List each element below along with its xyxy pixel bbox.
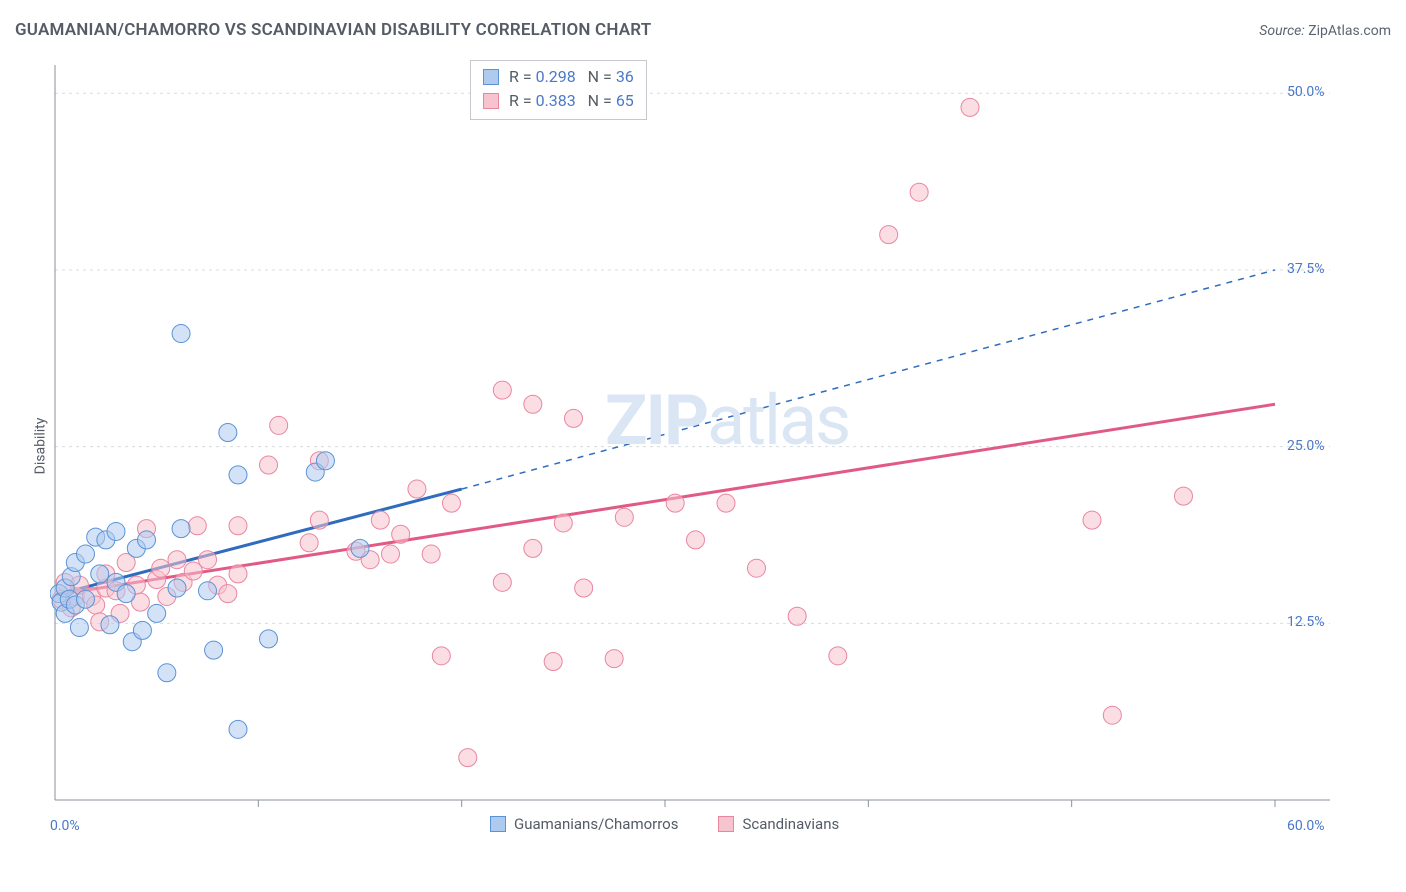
legend-label: Guamanians/Chamorros xyxy=(514,815,678,833)
scatter-point-pink xyxy=(666,494,684,512)
scatter-point-blue xyxy=(260,630,278,648)
scatter-point-blue xyxy=(107,522,125,540)
scatter-point-pink xyxy=(687,531,705,549)
scatter-point-pink xyxy=(260,456,278,474)
scatter-point-pink xyxy=(748,559,766,577)
scatter-point-blue xyxy=(158,664,176,682)
scatter-point-pink xyxy=(371,511,389,529)
scatter-point-pink xyxy=(524,539,542,557)
scatter-point-pink xyxy=(829,647,847,665)
x-tick-left: 0.0% xyxy=(50,818,80,834)
scatter-point-blue xyxy=(229,466,247,484)
y-tick-label: 12.5% xyxy=(1287,614,1325,630)
scatter-point-blue xyxy=(168,579,186,597)
chart-title: GUAMANIAN/CHAMORRO VS SCANDINAVIAN DISAB… xyxy=(15,20,651,40)
scatter-point-pink xyxy=(188,517,206,535)
series-legend: Guamanians/Chamorros Scandinavians xyxy=(490,815,839,833)
scatter-point-pink xyxy=(199,551,217,569)
trend-line-blue-dashed xyxy=(462,270,1275,489)
scatter-point-pink xyxy=(493,381,511,399)
scatter-point-blue xyxy=(101,616,119,634)
scatter-point-blue xyxy=(229,720,247,738)
swatch-blue xyxy=(483,69,499,85)
swatch-pink xyxy=(483,93,499,109)
scatter-point-pink xyxy=(717,494,735,512)
scatter-point-pink xyxy=(300,534,318,552)
scatter-point-pink xyxy=(219,585,237,603)
plot-area: ZIPatlas R = 0.298 N = 36R = 0.383 N = 6… xyxy=(50,55,1340,815)
scatter-point-pink xyxy=(788,607,806,625)
scatter-point-pink xyxy=(229,517,247,535)
scatter-point-pink xyxy=(1103,706,1121,724)
source-attribution: Source: ZipAtlas.com xyxy=(1259,23,1391,39)
scatter-point-pink xyxy=(493,573,511,591)
scatter-point-blue xyxy=(70,619,88,637)
scatter-point-pink xyxy=(1083,511,1101,529)
scatter-point-pink xyxy=(575,579,593,597)
scatter-point-blue xyxy=(138,531,156,549)
stats-legend-box: R = 0.298 N = 36R = 0.383 N = 65 xyxy=(470,60,647,120)
scatter-point-pink xyxy=(615,508,633,526)
scatter-point-pink xyxy=(432,647,450,665)
y-axis-label: Disability xyxy=(32,418,48,475)
scatter-point-blue xyxy=(316,452,334,470)
legend-label: Scandinavians xyxy=(742,815,839,833)
scatter-point-pink xyxy=(422,545,440,563)
legend-item-pink: Scandinavians xyxy=(718,815,839,833)
swatch-blue xyxy=(490,816,506,832)
scatter-point-pink xyxy=(880,226,898,244)
scatter-point-blue xyxy=(117,585,135,603)
scatter-chart xyxy=(50,55,1340,815)
scatter-point-blue xyxy=(77,545,95,563)
stats-text: R = 0.298 N = 36 xyxy=(509,65,634,89)
scatter-point-pink xyxy=(270,416,288,434)
scatter-point-pink xyxy=(152,559,170,577)
scatter-point-pink xyxy=(229,565,247,583)
stats-row-pink: R = 0.383 N = 65 xyxy=(483,89,634,113)
scatter-point-pink xyxy=(524,395,542,413)
source-value: ZipAtlas.com xyxy=(1308,23,1391,39)
scatter-point-blue xyxy=(199,582,217,600)
scatter-point-pink xyxy=(961,98,979,116)
scatter-point-pink xyxy=(408,480,426,498)
legend-item-blue: Guamanians/Chamorros xyxy=(490,815,678,833)
scatter-point-pink xyxy=(1175,487,1193,505)
scatter-point-pink xyxy=(443,494,461,512)
scatter-point-pink xyxy=(605,650,623,668)
swatch-pink xyxy=(718,816,734,832)
scatter-point-pink xyxy=(910,183,928,201)
stats-row-blue: R = 0.298 N = 36 xyxy=(483,65,634,89)
scatter-point-pink xyxy=(565,409,583,427)
scatter-point-blue xyxy=(351,539,369,557)
scatter-point-pink xyxy=(554,514,572,532)
x-tick-right: 60.0% xyxy=(1287,818,1325,834)
scatter-point-blue xyxy=(172,520,190,538)
scatter-point-blue xyxy=(77,590,95,608)
y-tick-label: 50.0% xyxy=(1287,84,1325,100)
scatter-point-pink xyxy=(310,511,328,529)
scatter-point-blue xyxy=(148,604,166,622)
scatter-point-blue xyxy=(133,621,151,639)
scatter-point-blue xyxy=(205,641,223,659)
y-tick-label: 37.5% xyxy=(1287,261,1325,277)
scatter-point-blue xyxy=(172,325,190,343)
scatter-point-blue xyxy=(91,565,109,583)
source-label: Source: xyxy=(1259,23,1304,39)
y-tick-label: 25.0% xyxy=(1287,438,1325,454)
scatter-point-pink xyxy=(382,545,400,563)
scatter-point-blue xyxy=(219,424,237,442)
scatter-point-pink xyxy=(544,652,562,670)
stats-text: R = 0.383 N = 65 xyxy=(509,89,634,113)
scatter-point-pink xyxy=(168,551,186,569)
scatter-point-pink xyxy=(459,749,477,767)
scatter-point-pink xyxy=(392,525,410,543)
